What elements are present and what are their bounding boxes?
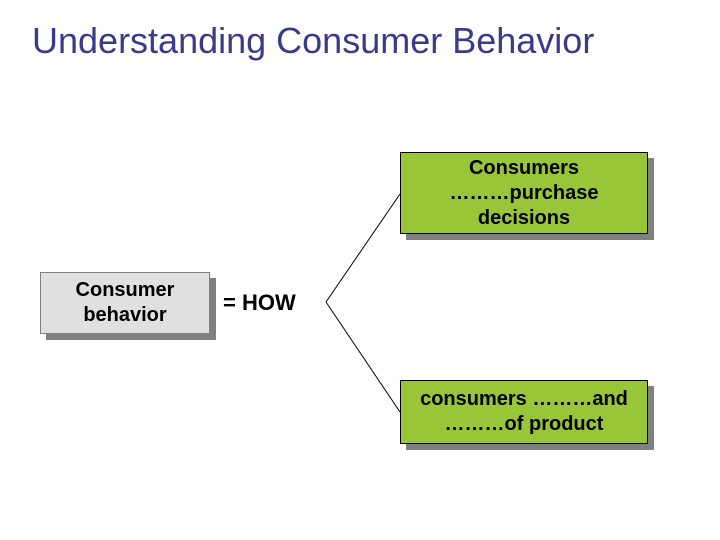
left-box-line1: Consumer [76, 278, 175, 303]
left-box-line2: behavior [76, 303, 175, 328]
bottom-box: consumers ………and ………of product [400, 380, 648, 444]
top-box-line3: decisions [450, 206, 599, 231]
connector-to-top [326, 194, 400, 302]
left-box: Consumer behavior [40, 272, 210, 334]
how-label: = HOW [223, 290, 296, 316]
connector-to-bottom [326, 302, 400, 412]
connector-lines [0, 0, 720, 540]
top-box-line1: Consumers [450, 156, 599, 181]
top-box: Consumers ………purchase decisions [400, 152, 648, 234]
bottom-box-line1: consumers ………and [420, 387, 628, 412]
bottom-box-line2: ………of product [420, 412, 628, 437]
slide-title: Understanding Consumer Behavior [32, 20, 594, 62]
top-box-line2: ………purchase [450, 181, 599, 206]
